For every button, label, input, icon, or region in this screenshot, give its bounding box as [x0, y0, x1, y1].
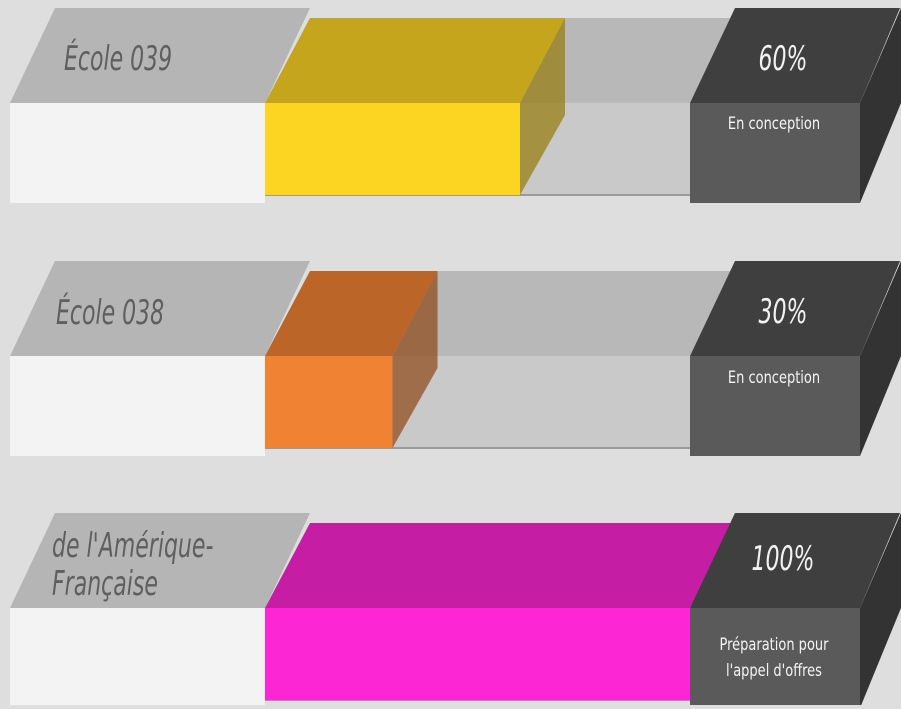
row-3-label-block-top	[10, 513, 310, 608]
row-2-bar-front	[265, 356, 393, 448]
row-2-label-block-front	[10, 356, 265, 456]
row-3-status-label: Préparation pour l'appel d'offres	[719, 635, 829, 681]
row-1-percent-block-top	[690, 8, 900, 103]
row-1-bar-front	[265, 103, 520, 195]
row-1-label-block-top	[10, 8, 310, 103]
row-1-label-block-front	[10, 103, 265, 203]
row-1-status-label: En conception	[727, 114, 821, 134]
row-3-label-block-front	[10, 608, 265, 708]
row-2-percent-label: 30%	[758, 292, 808, 332]
row-1-percent-block-front	[690, 103, 860, 203]
row-3-bar-front	[265, 608, 690, 700]
row-2-label-block-top	[10, 261, 310, 356]
row-2-bar-top	[265, 271, 438, 356]
row-2-status-label: En conception	[727, 368, 821, 388]
row-3-percent-block-front	[690, 608, 860, 708]
row-3-percent-block-side	[860, 513, 901, 708]
row-1-school-label: École 039	[64, 39, 173, 79]
row-3-percent-label: 100%	[751, 539, 815, 579]
row-1-percent-block-side	[860, 8, 901, 203]
row-3-school-label: de l'Amérique- Française	[52, 526, 214, 604]
row-3-bar-top	[265, 523, 735, 608]
row-2-percent-block-side	[860, 261, 901, 456]
row-2-percent-block-top	[690, 261, 900, 356]
row-1-bar-top	[265, 18, 565, 103]
row-2-school-label: École 038	[56, 293, 165, 333]
row-2-percent-block-front	[690, 356, 860, 456]
row-2-bar-side	[392, 271, 438, 448]
row-1-bar-side	[520, 18, 565, 195]
row-3-percent-block-top	[690, 513, 900, 608]
row-1-percent-label: 60%	[758, 39, 808, 79]
